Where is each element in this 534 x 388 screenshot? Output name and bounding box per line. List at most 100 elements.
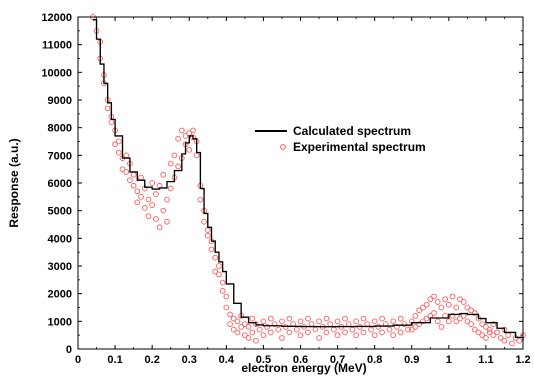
experimental-point [197,196,204,203]
experimental-point [434,299,441,305]
experimental-point [516,337,523,344]
legend-experimental-label: Experimental spectrum [293,140,426,154]
experimental-point [297,332,304,339]
experimental-point [427,296,434,303]
experimental-point [286,329,293,336]
experimental-point [164,218,170,225]
experimental-point [249,329,256,336]
x-tick-label: 0.2 [145,354,160,366]
experimental-point [175,163,181,170]
plot-layer [89,14,526,347]
experimental-point [479,332,486,339]
experimental-point [460,299,467,305]
experimental-point [334,318,341,325]
experimental-point [501,337,508,344]
x-tick-label: 0 [75,354,81,366]
experimental-point [267,315,274,322]
experimental-point [305,329,311,336]
experimental-point [483,335,489,341]
experimental-point [483,324,489,330]
experimental-point [260,318,267,325]
experimental-point [375,324,382,330]
experimental-point [167,160,174,167]
experimental-point [397,315,404,322]
experimental-point [190,134,196,141]
x-tick-label: 0.8 [367,354,382,366]
experimental-point [438,324,445,330]
experimental-point [216,263,222,269]
y-tick-label: 11000 [42,40,72,52]
experimental-point [431,310,437,316]
experimental-point [286,315,293,322]
experimental-point [316,318,322,325]
x-tick-label: 0.4 [219,354,235,366]
experimental-point [442,296,448,303]
experimental-point [412,324,419,330]
y-tick-label: 2000 [48,289,72,301]
x-axis-title: electron energy (MeV) [241,361,366,375]
y-tick-label: 4000 [48,233,72,245]
experimental-point [471,326,478,333]
x-tick-label: 0.7 [330,354,345,366]
experimental-point [182,133,189,139]
experimental-point [434,318,441,325]
experimental-point [149,180,156,186]
experimental-point [416,321,423,327]
experimental-point [479,321,486,327]
experimental-point [153,216,159,222]
experimental-point [390,318,397,325]
experimental-point [457,315,463,322]
experimental-point [468,321,474,327]
experimental-point [112,141,118,148]
experimental-point [245,335,252,341]
experimental-point [353,332,359,339]
experimental-point [371,332,378,339]
legend: Calculated spectrum Experimental spectru… [255,124,426,154]
experimental-point [178,127,185,134]
experimental-point [449,312,456,319]
experimental-point [127,177,133,184]
experimental-point [138,193,144,200]
experimental-point [509,340,515,347]
experimental-point [242,332,248,339]
y-tick-label: 0 [66,344,72,356]
y-tick-label: 7000 [48,150,72,162]
experimental-point [134,188,141,195]
x-tick-label: 0.3 [182,354,197,366]
experimental-point [227,321,233,327]
experimental-point [153,191,159,197]
experimental-point [412,312,419,319]
experimental-point [271,321,278,327]
experimental-point [475,329,482,336]
y-tick-label: 8000 [48,123,72,135]
experimental-point [371,318,378,325]
experimental-point [405,326,411,333]
experimental-point [212,268,219,275]
experimental-point [275,326,282,333]
experimental-point [279,335,285,341]
experimental-point [223,293,230,300]
experimental-point [249,315,256,322]
experimental-point [486,326,493,333]
experimental-point [227,311,233,318]
legend-experimental-marker [280,144,286,150]
experimental-point [323,329,330,336]
y-tick-label: 1000 [48,316,72,328]
experimental-point [190,127,196,134]
experimental-point [242,321,248,327]
experimental-point [316,335,322,341]
experimental-point [219,279,226,286]
experimental-point [445,318,452,325]
experimental-point [416,307,423,314]
experimental-point [204,232,211,239]
experimental-point [401,321,408,327]
experimental-point [342,329,348,336]
experimental-point [453,304,460,311]
experimental-point [253,321,259,327]
experimental-point [471,310,478,316]
experimental-point [490,332,497,339]
experimental-point [453,318,460,325]
experimental-point [457,296,463,303]
experimental-point [386,326,393,333]
